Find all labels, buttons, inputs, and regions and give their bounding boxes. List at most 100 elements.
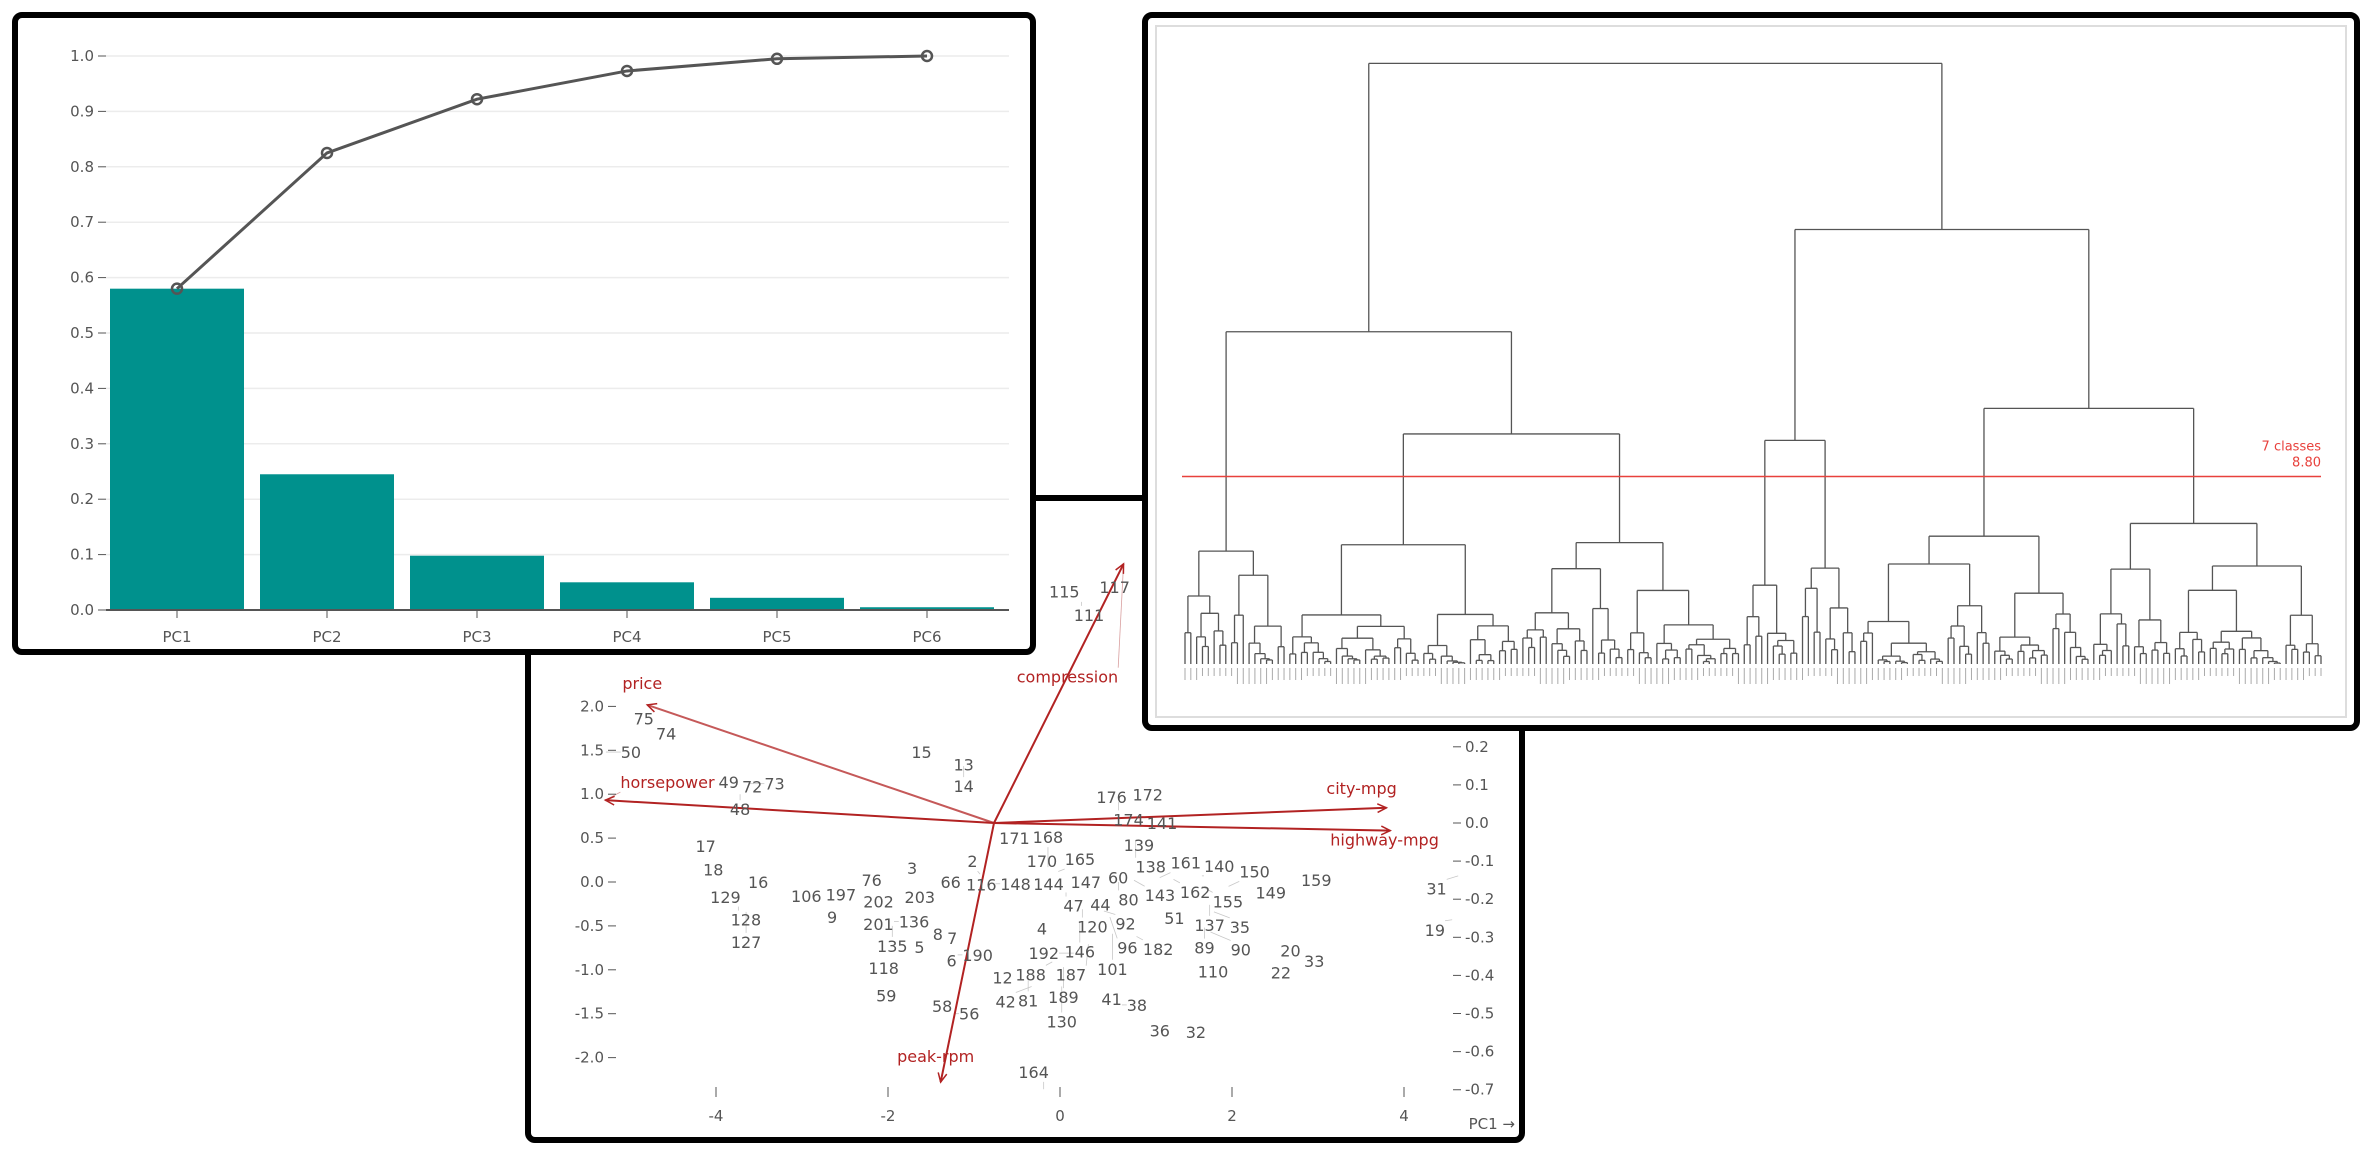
loading-vector-peak-rpm xyxy=(939,822,995,1083)
observation-label: 137 xyxy=(1194,916,1225,935)
biplot-chart: 2.0 1.5 1.0 0.5 0.0 -0.5 -1.0 -1.5 -2.0 0.2 0.1 0.0… xyxy=(575,562,1515,1133)
observation-label: 143 xyxy=(1145,886,1176,905)
loading-vector-horsepower xyxy=(605,799,995,824)
x-tick-label: PC3 xyxy=(462,628,491,646)
label-leader-line xyxy=(1444,919,1453,922)
bar-pc6 xyxy=(860,607,994,610)
observation-label: 38 xyxy=(1127,996,1147,1015)
observation-label: 36 xyxy=(1150,1021,1170,1040)
label-leader-line xyxy=(977,870,981,875)
label-leader-line xyxy=(1058,868,1065,872)
observation-label: 147 xyxy=(1071,873,1102,892)
bar-pc3 xyxy=(410,555,544,610)
observation-label: 172 xyxy=(1132,786,1163,805)
y-tick-label: 0.4 xyxy=(70,379,94,397)
observation-label: 33 xyxy=(1304,952,1324,971)
x-tick-label: PC2 xyxy=(312,628,341,646)
x-tick-label: PC1 xyxy=(162,628,191,646)
y-tick-label: -1.0 xyxy=(575,961,604,979)
observation-label: 89 xyxy=(1194,939,1214,958)
cumulative-point xyxy=(470,92,484,106)
observation-label: 81 xyxy=(1018,991,1038,1010)
observation-label: 20 xyxy=(1280,941,1300,960)
x-tick-label: PC5 xyxy=(762,628,791,646)
label-leader-line xyxy=(1015,986,1032,993)
y-tick-label: -1.5 xyxy=(575,1005,604,1023)
observation-label: 76 xyxy=(861,871,881,890)
y-tick-label: 0.0 xyxy=(580,873,604,891)
observation-label: 120 xyxy=(1077,918,1108,937)
observation-label: 118 xyxy=(868,959,899,978)
y2-tick-label: -0.1 xyxy=(1465,852,1494,870)
y-tick-label: -0.5 xyxy=(575,917,604,935)
observation-label: 60 xyxy=(1108,869,1128,888)
observation-label: 171 xyxy=(999,829,1030,848)
observation-label: 74 xyxy=(656,725,676,744)
bar-pc4 xyxy=(560,582,694,610)
y-tick-label: 0.0 xyxy=(70,601,94,619)
observation-label: 174 xyxy=(1113,810,1144,829)
y2-tick-label: 0.1 xyxy=(1465,776,1489,794)
label-leader-line xyxy=(1133,879,1145,887)
y-tick-label: 0.7 xyxy=(70,213,94,231)
arrowhead-icon xyxy=(603,795,615,806)
observation-label: 129 xyxy=(710,888,741,907)
observation-label: 115 xyxy=(1049,582,1080,601)
y-tick-label: 0.6 xyxy=(70,269,94,287)
y-tick-label: 0.9 xyxy=(70,102,94,120)
y2-tick-label: 0.0 xyxy=(1465,814,1489,832)
x-tick-label: PC4 xyxy=(612,628,641,646)
observation-label: 80 xyxy=(1118,890,1138,909)
arrowhead-icon xyxy=(1380,825,1392,836)
loading-vector-compression xyxy=(993,563,1125,824)
observation-label: 16 xyxy=(748,873,768,892)
arrowhead-icon xyxy=(937,1072,948,1084)
label-leader-line xyxy=(1213,911,1230,919)
cumulative-point xyxy=(170,282,184,295)
observation-label: 12 xyxy=(992,969,1012,988)
loading-label: compression xyxy=(1017,668,1118,687)
y2-tick-label: -0.7 xyxy=(1465,1081,1494,1099)
loading-label: horsepower xyxy=(620,773,715,792)
observation-label: 189 xyxy=(1048,988,1079,1007)
y-tick-label: 0.1 xyxy=(70,546,94,564)
y-tick-label: 1.0 xyxy=(70,47,94,65)
x-tick-label: 2 xyxy=(1227,1107,1237,1125)
observation-label: 146 xyxy=(1065,943,1096,962)
plot-frame xyxy=(1155,25,2347,718)
observation-label: 75 xyxy=(634,710,654,729)
observation-label: 135 xyxy=(877,937,908,956)
dendrogram-panel: 7 classes 8.80 xyxy=(1142,12,2360,731)
observation-label: 141 xyxy=(1147,814,1178,833)
observation-label: 182 xyxy=(1143,940,1174,959)
loading-label: price xyxy=(622,674,662,693)
y-tick-label: 0.2 xyxy=(70,490,94,508)
observation-label: 128 xyxy=(731,911,762,930)
loading-vector-price xyxy=(646,703,995,824)
observation-label: 22 xyxy=(1271,963,1291,982)
x-tick-label: 0 xyxy=(1055,1107,1065,1125)
arrowhead-icon xyxy=(1115,562,1125,574)
label-leader-line xyxy=(1045,961,1053,966)
cumulative-point xyxy=(620,64,634,78)
observation-label: 59 xyxy=(876,986,896,1005)
observation-label: 44 xyxy=(1090,895,1110,914)
observation-label: 92 xyxy=(1115,914,1135,933)
observation-label: 148 xyxy=(1000,875,1031,894)
observation-label: 136 xyxy=(899,913,930,932)
observation-label: 138 xyxy=(1135,858,1166,877)
arrowhead-icon xyxy=(645,702,658,713)
loading-vector-highway-mpg xyxy=(993,822,1391,832)
observation-label: 170 xyxy=(1027,852,1058,871)
observation-label: 139 xyxy=(1124,836,1155,855)
y-tick-label: 1.0 xyxy=(580,785,604,803)
observation-label: 32 xyxy=(1186,1023,1206,1042)
y2-tick-label: -0.5 xyxy=(1465,1005,1494,1023)
y-tick-label: 0.3 xyxy=(70,435,94,453)
observation-label: 164 xyxy=(1018,1063,1049,1082)
bar-pc1 xyxy=(110,288,244,610)
y-tick-label: 0.5 xyxy=(70,324,94,342)
observation-label: 14 xyxy=(954,777,974,796)
y-tick-label: 0.8 xyxy=(70,158,94,176)
observation-label: 51 xyxy=(1164,909,1184,928)
